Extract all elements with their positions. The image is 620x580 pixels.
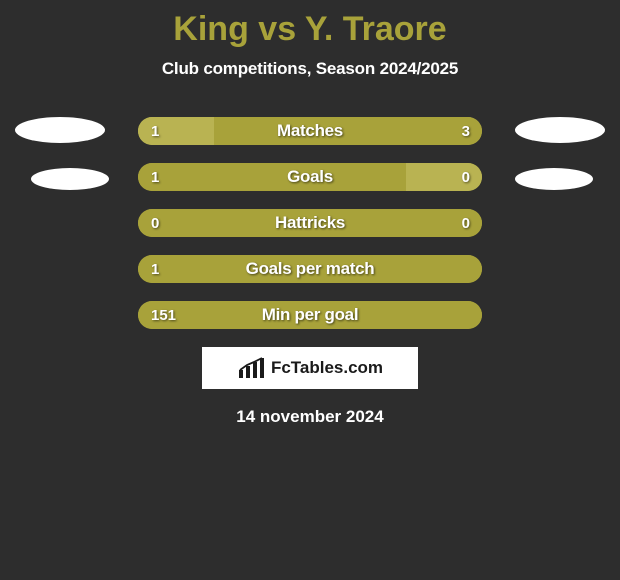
player-right-photo-placeholder	[515, 117, 605, 143]
stat-label: Hattricks	[138, 209, 482, 237]
stat-row: Goals1 0	[138, 163, 482, 191]
stat-value-right: 0	[462, 163, 470, 191]
infographic-date: 14 november 2024	[0, 407, 620, 427]
infographic-container: King vs Y. Traore Club competitions, Sea…	[0, 0, 620, 580]
stat-value-left: 1	[151, 163, 159, 191]
brand-box: FcTables.com	[202, 347, 418, 389]
stat-value-left: 1	[151, 255, 159, 283]
stat-row: Min per goal151	[138, 301, 482, 329]
stat-value-right: 3	[462, 117, 470, 145]
stat-row: Matches1 3	[138, 117, 482, 145]
stat-value-left: 151	[151, 301, 176, 329]
player-left-photo-placeholder	[15, 117, 105, 143]
stat-value-left: 0	[151, 209, 159, 237]
page-title: King vs Y. Traore	[0, 0, 620, 49]
stat-label: Min per goal	[138, 301, 482, 329]
stat-row: Goals per match1	[138, 255, 482, 283]
stat-row: Hattricks0 0	[138, 209, 482, 237]
stat-value-right: 0	[462, 209, 470, 237]
stat-label: Goals	[138, 163, 482, 191]
comparison-chart: Matches13Goals10Hattricks00Goals per mat…	[0, 117, 620, 329]
brand-chart-icon	[237, 356, 267, 380]
team-right-logo-placeholder	[515, 168, 593, 190]
team-left-logo-placeholder	[31, 168, 109, 190]
bars-list: Matches13Goals10Hattricks00Goals per mat…	[0, 117, 620, 329]
page-subtitle: Club competitions, Season 2024/2025	[0, 59, 620, 79]
brand-name: FcTables.com	[271, 358, 383, 378]
stat-value-left: 1	[151, 117, 159, 145]
stat-label: Matches	[138, 117, 482, 145]
stat-label: Goals per match	[138, 255, 482, 283]
